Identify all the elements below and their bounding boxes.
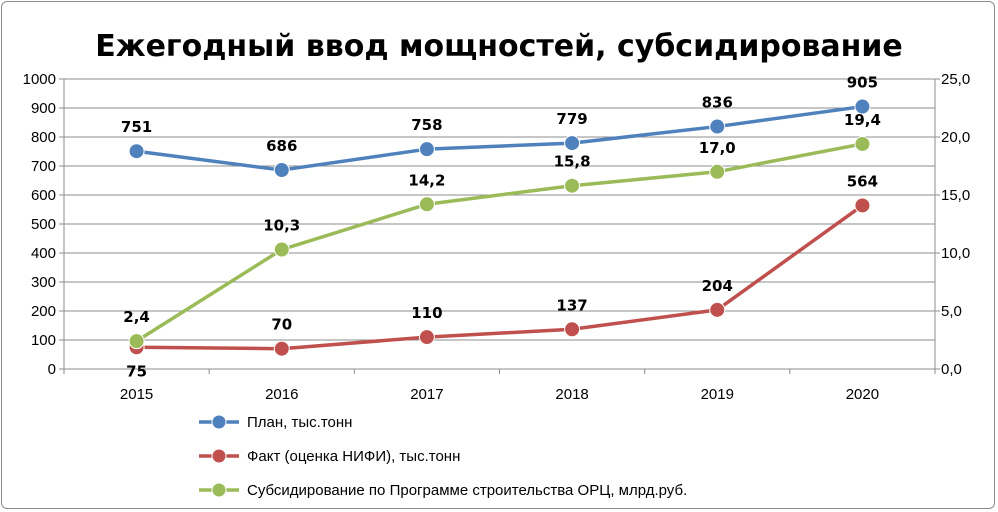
series-2-label-2016: 70 — [271, 316, 292, 334]
x-tick-label-2016: 2016 — [265, 386, 298, 403]
right-tick-label-10,0: 10,0 — [941, 245, 970, 262]
x-tick-label-2015: 2015 — [120, 386, 153, 403]
left-tick-label-600: 600 — [31, 187, 56, 204]
x-tick-label-2020: 2020 — [846, 386, 879, 403]
series-3-point-2015 — [128, 333, 145, 350]
left-tick-label-300: 300 — [31, 274, 56, 291]
series-3-point-2016 — [273, 241, 290, 258]
series-1-label-2016: 686 — [266, 137, 297, 155]
right-tick-label-15,0: 15,0 — [941, 187, 970, 204]
series-2-point-2019 — [709, 301, 726, 318]
x-tick-label-2019: 2019 — [701, 386, 734, 403]
series-2-point-2018 — [564, 321, 581, 338]
left-tick-label-0: 0 — [48, 361, 56, 378]
series-1-label-2015: 751 — [121, 118, 152, 136]
legend-marker-3 — [211, 482, 227, 498]
series-2-label-2017: 110 — [411, 304, 442, 322]
chart-title: Ежегодный ввод мощностей, субсидирование — [95, 29, 903, 64]
x-tick-label-2018: 2018 — [555, 386, 588, 403]
right-tick-label-25,0: 25,0 — [941, 71, 970, 88]
series-1-point-2018 — [564, 135, 581, 152]
series-2-point-2017 — [418, 329, 435, 346]
left-tick-label-400: 400 — [31, 245, 56, 262]
series-3-point-2018 — [564, 177, 581, 194]
series-1-point-2019 — [709, 118, 726, 135]
series-3-point-2017 — [418, 196, 435, 213]
series-1-label-2018: 779 — [556, 110, 587, 128]
left-tick-label-1000: 1000 — [23, 71, 56, 88]
legend-marker-2 — [211, 448, 227, 464]
series-3-point-2020 — [854, 135, 871, 152]
series-1-point-2015 — [128, 143, 145, 160]
series-3-label-2016: 10,3 — [263, 217, 300, 235]
series-2-point-2020 — [854, 197, 871, 214]
series-3-label-2019: 17,0 — [699, 139, 736, 157]
left-tick-label-800: 800 — [31, 129, 56, 146]
series-3-point-2019 — [709, 163, 726, 180]
series-2-point-2016 — [273, 340, 290, 357]
series-group — [128, 98, 871, 357]
series-3-label-2015: 2,4 — [123, 308, 150, 326]
right-tick-label-0,0: 0,0 — [941, 361, 962, 378]
series-1-point-2020 — [854, 98, 871, 115]
series-1-point-2016 — [273, 162, 290, 179]
legend-label-3: Субсидирование по Программе строительств… — [247, 482, 687, 499]
right-tick-label-20,0: 20,0 — [941, 129, 970, 146]
series-1-label-2017: 758 — [411, 116, 442, 134]
left-tick-label-200: 200 — [31, 303, 56, 320]
left-tick-label-900: 900 — [31, 100, 56, 117]
legend-label-1: План, тыс.тонн — [247, 414, 352, 431]
series-2-label-2020: 564 — [847, 172, 878, 190]
series-2-label-2018: 137 — [556, 296, 587, 314]
series-3-label-2018: 15,8 — [554, 153, 591, 171]
legend-label-2: Факт (оценка НИФИ), тыс.тонн — [247, 448, 460, 465]
legend-marker-1 — [211, 414, 227, 430]
series-1-label-2019: 836 — [702, 94, 733, 112]
series-1-label-2020: 905 — [847, 74, 878, 92]
axes: 0 100 200 300 400 500 600 700 800 900 1000 0,0 5,0 10… — [23, 71, 971, 403]
series-2-label-2015: 75 — [126, 362, 147, 380]
right-tick-label-5,0: 5,0 — [941, 303, 962, 320]
x-tick-label-2017: 2017 — [410, 386, 443, 403]
series-line-3 — [135, 142, 863, 343]
series-2-label-2019: 204 — [702, 277, 733, 295]
series-1-point-2017 — [418, 141, 435, 158]
series-line-2 — [136, 204, 864, 351]
gridlines — [64, 78, 935, 341]
left-tick-label-500: 500 — [31, 216, 56, 233]
left-tick-label-100: 100 — [31, 332, 56, 349]
legend: План, тыс.тонн Факт (оценка НИФИ), тыс.то… — [199, 414, 687, 499]
series-3-label-2017: 14,2 — [408, 171, 445, 189]
series-line-1 — [136, 104, 863, 172]
left-tick-label-700: 700 — [31, 158, 56, 175]
data-labels: 751 686 758 779 836 905 75 70 110 137 204 564 2,4 10,… — [121, 74, 881, 381]
series-3-label-2020: 19,4 — [844, 111, 881, 129]
